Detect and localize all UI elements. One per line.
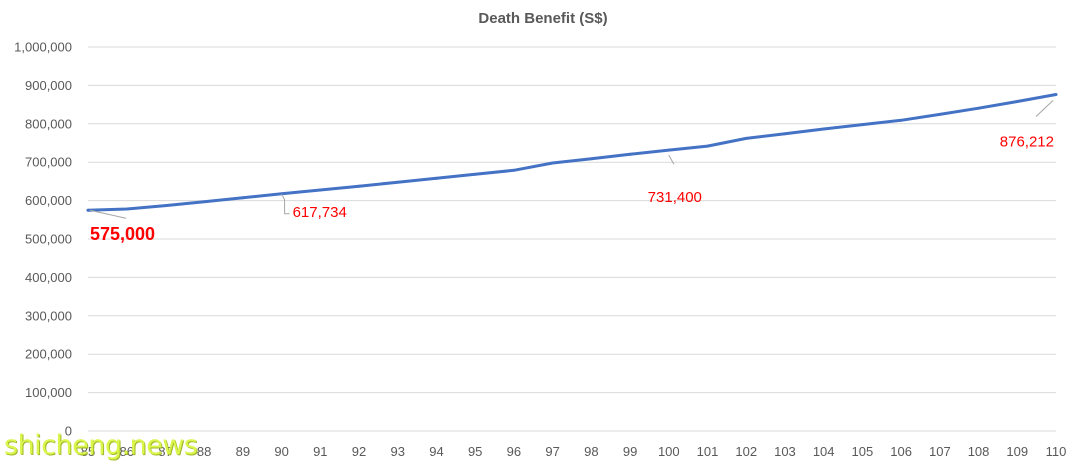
y-tick-label: 300,000 <box>25 308 72 323</box>
data-point <box>125 207 129 211</box>
x-axis-ticks: 85 86 87 88 89 90 91 92 93 94 95 96 97 98 99 100 101 102 1… <box>81 444 1067 459</box>
leader-line <box>281 193 290 215</box>
y-tick-label: 500,000 <box>25 232 72 247</box>
x-tick-label: 99 <box>623 444 637 459</box>
x-tick-label: 104 <box>813 444 835 459</box>
data-point <box>435 176 438 180</box>
x-tick-label: 101 <box>697 444 719 459</box>
y-tick-label: 600,000 <box>25 193 72 208</box>
data-point <box>1015 100 1019 103</box>
x-tick-label: 110 <box>1046 444 1067 459</box>
gridlines <box>88 46 1056 432</box>
data-point <box>822 127 826 131</box>
series-layer <box>86 93 1058 212</box>
data-point <box>589 157 593 161</box>
data-point <box>938 112 942 116</box>
data-point <box>241 196 245 200</box>
watermark: shicheng.news <box>4 430 198 461</box>
x-tick-label: 91 <box>313 444 327 459</box>
data-point <box>667 148 671 152</box>
data-point <box>783 132 787 136</box>
data-point <box>551 161 555 165</box>
x-tick-label: 108 <box>968 444 990 459</box>
x-tick-label: 90 <box>274 444 288 459</box>
data-point <box>164 204 167 207</box>
y-tick-label: 700,000 <box>25 155 72 170</box>
x-tick-label: 100 <box>658 444 680 459</box>
data-label: 575,000 <box>90 224 155 244</box>
data-point <box>861 123 864 126</box>
x-tick-label: 106 <box>890 444 912 459</box>
y-tick-label: 800,000 <box>25 116 72 131</box>
x-tick-label: 98 <box>584 444 598 459</box>
x-tick-label: 94 <box>429 444 443 459</box>
x-tick-label: 96 <box>507 444 521 459</box>
x-tick-label: 93 <box>391 444 405 459</box>
data-point <box>977 106 980 110</box>
x-tick-label: 92 <box>352 444 366 459</box>
data-point <box>86 208 90 212</box>
x-tick-label: 89 <box>236 444 250 459</box>
y-tick-label: 0 <box>65 424 72 439</box>
data-point <box>1054 93 1058 96</box>
x-tick-label: 87 <box>158 444 172 459</box>
data-point <box>512 168 516 172</box>
chart-title: Death Benefit (S$) <box>478 10 607 27</box>
data-point <box>628 152 632 156</box>
y-axis-ticks: 0 100,000 200,000 300,000 400,000 500,000 600,… <box>14 40 72 439</box>
data-point <box>396 180 400 184</box>
y-tick-label: 100,000 <box>25 385 72 400</box>
leader-line <box>668 154 675 165</box>
x-tick-label: 86 <box>119 444 133 459</box>
data-point <box>318 188 322 192</box>
x-tick-label: 85 <box>81 444 95 459</box>
series-line <box>86 93 1058 212</box>
data-label: 617,734 <box>293 204 347 221</box>
data-point <box>899 118 903 122</box>
data-point <box>473 172 477 176</box>
x-tick-label: 95 <box>468 444 482 459</box>
data-point <box>202 200 206 204</box>
y-tick-label: 1,000,000 <box>14 40 72 55</box>
leader-line <box>89 209 127 219</box>
x-tick-label: 109 <box>1006 444 1028 459</box>
y-tick-label: 200,000 <box>25 347 72 362</box>
x-tick-label: 107 <box>929 444 951 459</box>
data-label: 876,212 <box>1000 134 1054 151</box>
data-label: 731,400 <box>648 189 702 206</box>
y-tick-label: 900,000 <box>25 78 72 93</box>
data-point <box>744 136 748 140</box>
data-labels: 575,000 617,734 731,400 876,212 <box>89 100 1054 244</box>
x-tick-label: 103 <box>774 444 796 459</box>
x-tick-label: 102 <box>735 444 757 459</box>
x-tick-label: 88 <box>197 444 211 459</box>
x-tick-label: 97 <box>545 444 559 459</box>
x-tick-label: 105 <box>852 444 874 459</box>
data-point <box>357 184 361 188</box>
leader-line <box>1035 100 1054 117</box>
y-tick-label: 400,000 <box>25 270 72 285</box>
data-point <box>706 144 709 148</box>
